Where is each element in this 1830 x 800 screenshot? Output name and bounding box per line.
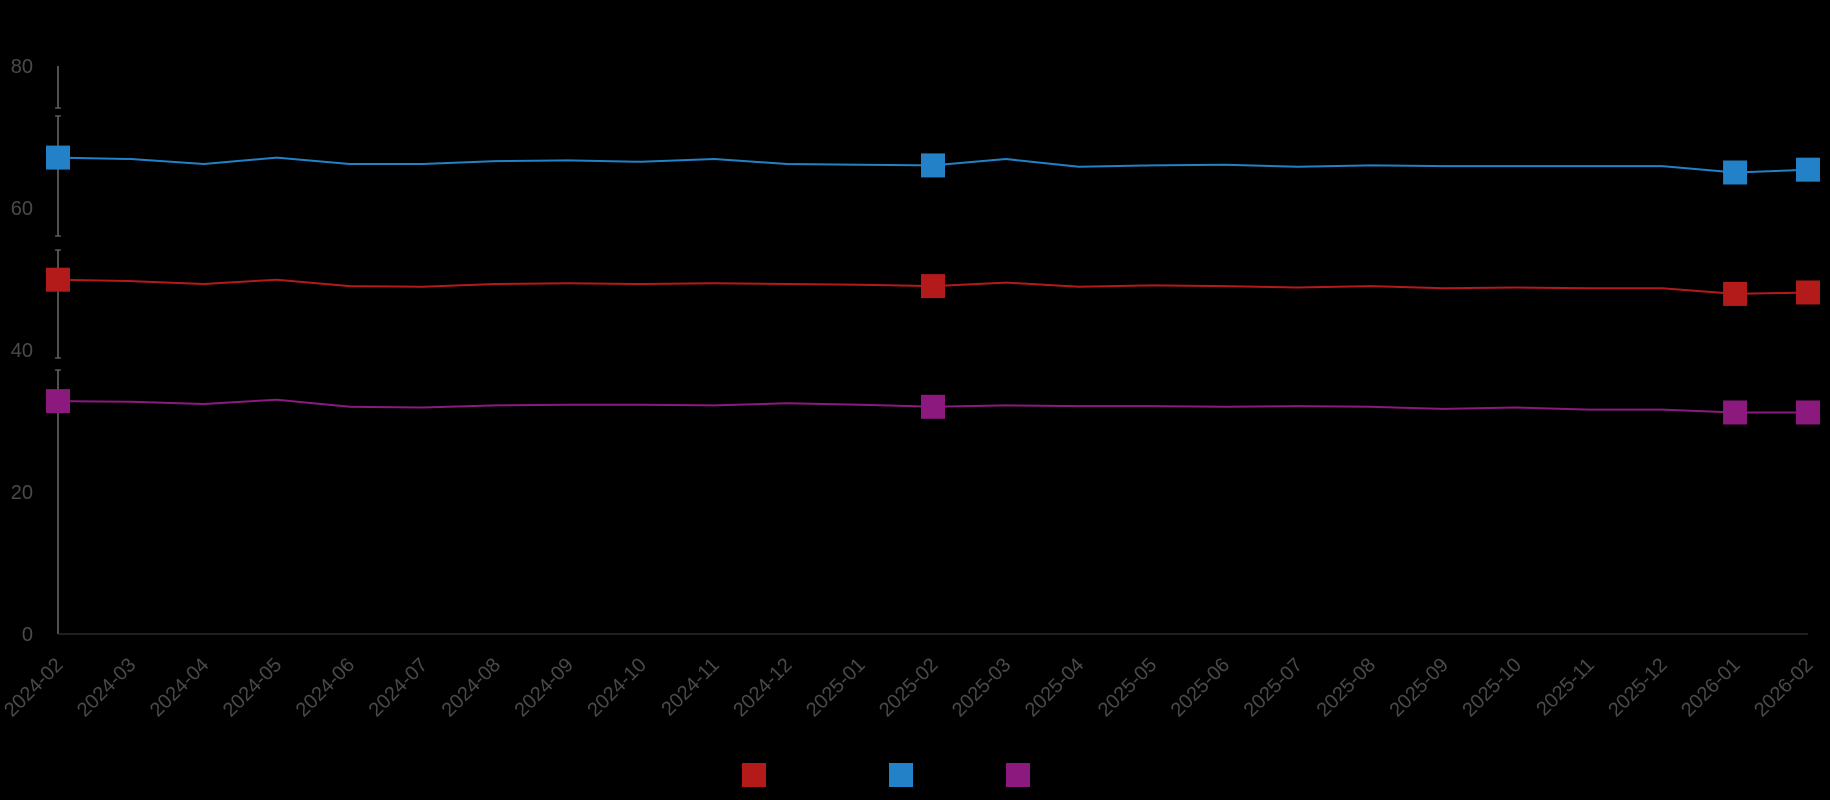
data-point-marker	[46, 145, 70, 170]
legend-swatch[interactable]	[889, 763, 913, 787]
x-tick-label: 2024-05	[219, 654, 286, 721]
data-point-marker	[1796, 157, 1820, 182]
x-tick-label: 2024-12	[729, 654, 796, 721]
data-point-marker	[921, 394, 945, 419]
x-tick-label: 2025-08	[1313, 654, 1380, 721]
x-tick-label: 2024-06	[292, 654, 359, 721]
x-tick-label: 2024-03	[73, 654, 140, 721]
y-tick-labels: 0 20 40 60 80	[11, 56, 33, 646]
x-tick-label: 2025-09	[1385, 654, 1452, 721]
series-1	[46, 145, 1820, 185]
x-tick-label: 2025-05	[1094, 654, 1161, 721]
legend-swatch[interactable]	[1006, 763, 1030, 787]
y-tick-label: 80	[11, 56, 33, 78]
y-tick-label: 60	[11, 198, 33, 220]
data-point-marker	[1796, 400, 1820, 425]
data-point-marker	[1723, 281, 1748, 306]
y-tick-label: 0	[22, 624, 33, 646]
x-tick-label: 2026-02	[1750, 654, 1817, 721]
x-tick-label: 2024-07	[365, 654, 432, 721]
axis-break-marks	[55, 107, 61, 371]
series-0	[46, 267, 1820, 306]
x-tick-label: 2024-04	[146, 654, 213, 721]
legend-swatch[interactable]	[742, 763, 766, 787]
x-tick-label: 2025-11	[1532, 654, 1598, 720]
x-tick-label: 2024-02	[0, 654, 67, 721]
data-point-marker	[921, 274, 945, 299]
data-point-marker	[921, 153, 945, 178]
legend	[742, 763, 1030, 787]
x-tick-label: 2025-03	[948, 654, 1015, 721]
data-point-marker	[46, 267, 70, 292]
x-tick-label: 2024-10	[583, 654, 650, 721]
y-tick-label: 20	[11, 482, 33, 504]
x-tick-label: 2024-08	[438, 654, 505, 721]
y-tick-label: 40	[11, 340, 33, 362]
x-tick-label: 2025-01	[802, 654, 869, 721]
x-tick-labels: 2024-02 2024-03 2024-04 2024-05 2024-06 2024-…	[0, 654, 1817, 721]
x-tick-label: 2025-04	[1021, 654, 1088, 721]
series-2	[46, 389, 1820, 425]
data-point-marker	[1796, 280, 1820, 305]
data-point-marker	[1723, 160, 1748, 185]
x-tick-label: 2025-10	[1458, 654, 1525, 721]
x-tick-label: 2025-12	[1604, 654, 1671, 721]
x-tick-label: 2025-06	[1167, 654, 1234, 721]
data-point-marker	[1723, 400, 1748, 425]
x-tick-label: 2024-11	[657, 654, 723, 720]
data-point-marker	[46, 389, 70, 414]
series-group	[46, 145, 1820, 425]
x-tick-label: 2025-02	[875, 654, 942, 721]
x-tick-label: 2024-09	[510, 654, 577, 721]
x-tick-label: 2026-01	[1677, 654, 1744, 721]
x-tick-label: 2025-07	[1240, 654, 1307, 721]
